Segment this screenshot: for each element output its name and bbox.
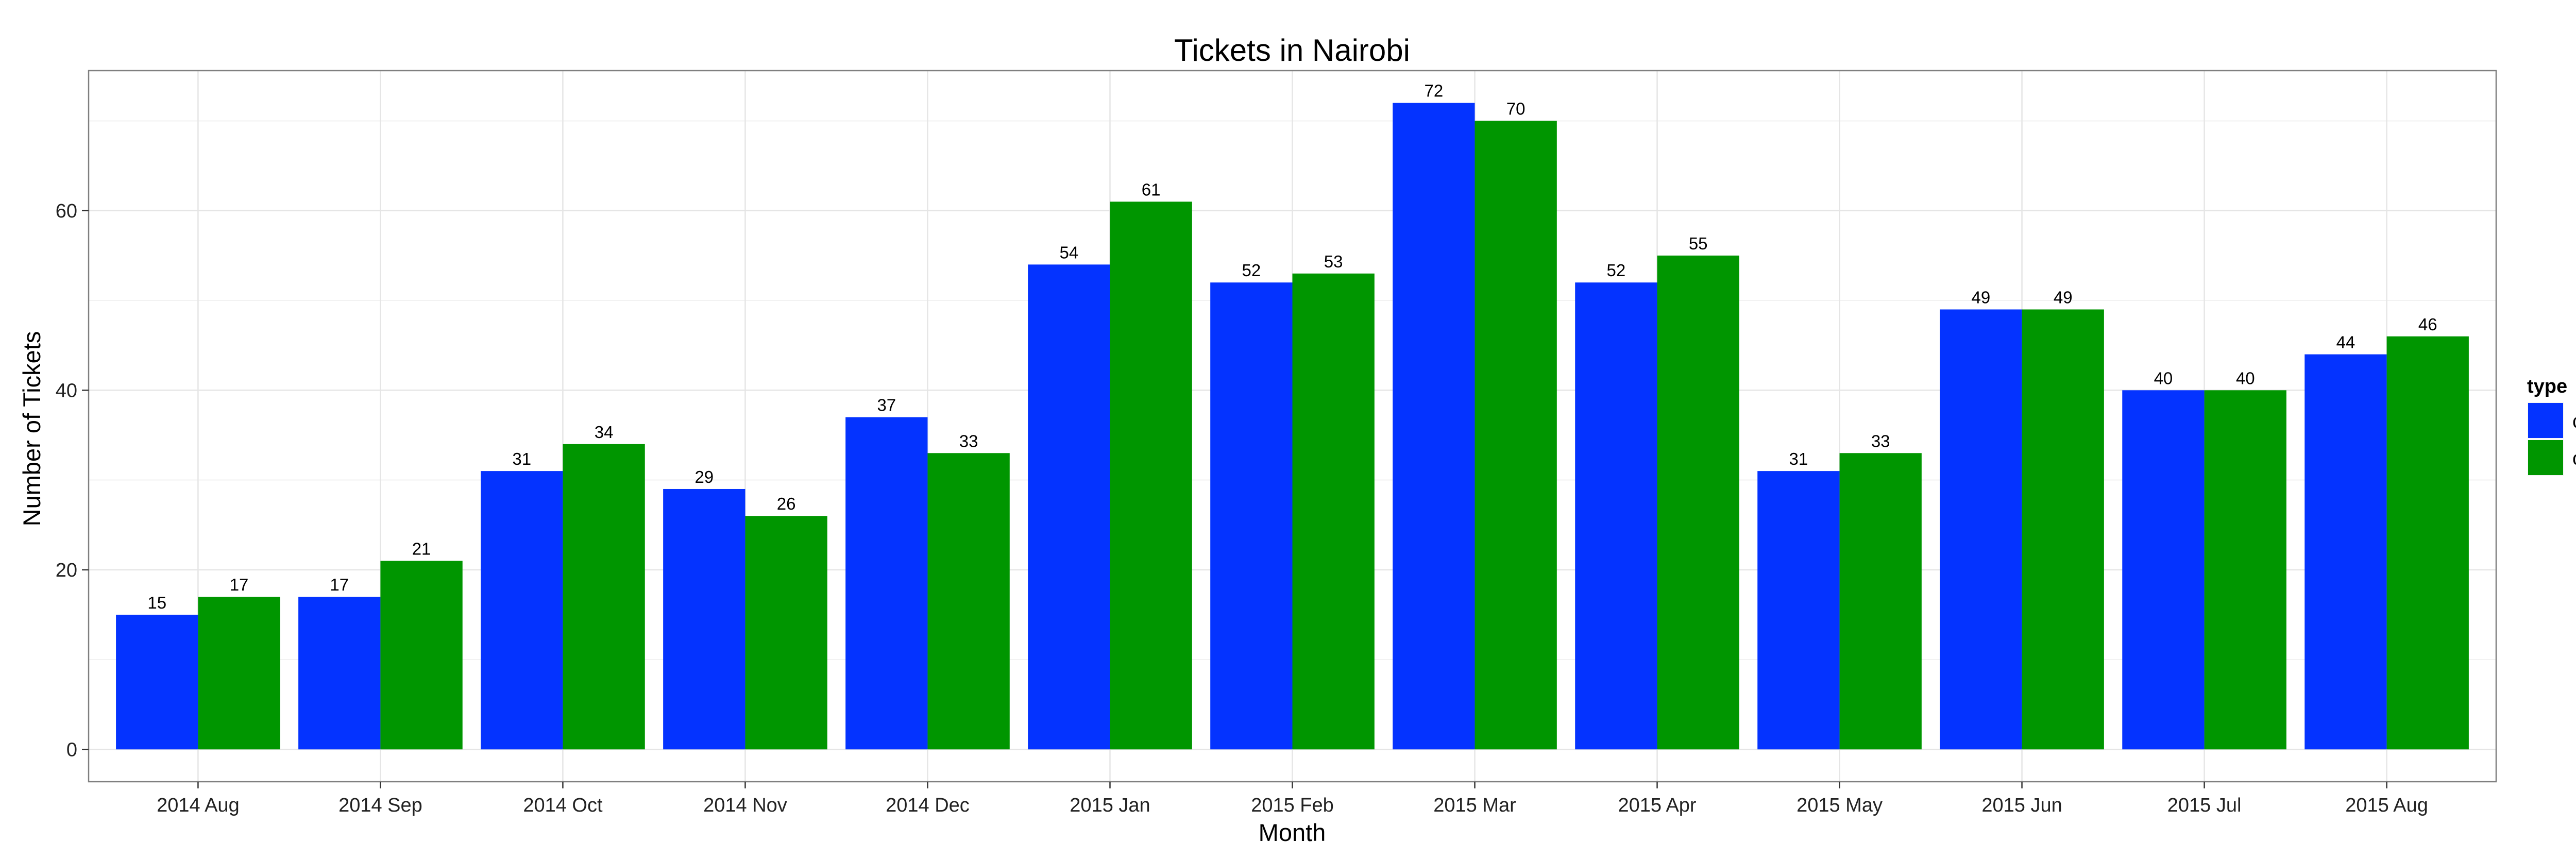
- plot-area: 15 17 31 29 37 54 52 72 52 31 49 40 44 17 21 34 26 33 61 53…: [56, 70, 2497, 816]
- bar-open: [927, 453, 1010, 750]
- data-label: 54: [1059, 243, 1078, 262]
- legend: type closed open: [2527, 376, 2576, 477]
- bar-open: [563, 444, 645, 750]
- bar-open: [1292, 273, 1375, 750]
- data-label: 70: [1506, 99, 1526, 119]
- bar-open: [1839, 453, 1922, 750]
- y-tick-label: 0: [66, 739, 77, 761]
- x-tick-label: 2015 Jul: [2167, 795, 2242, 816]
- bar-open: [745, 516, 827, 750]
- data-label: 49: [1972, 288, 1991, 307]
- bar-closed: [1210, 282, 1293, 750]
- y-tick-label: 60: [56, 200, 77, 222]
- bar-closed: [1028, 264, 1110, 750]
- bar-open: [2204, 390, 2286, 750]
- bar-open: [198, 597, 280, 750]
- bar-open: [1475, 121, 1557, 750]
- x-tick-label: 2014 Oct: [523, 795, 603, 816]
- x-tick-label: 2015 Aug: [2345, 795, 2428, 816]
- data-label: 44: [2336, 333, 2355, 352]
- data-label: 17: [330, 575, 349, 594]
- data-label: 21: [412, 539, 431, 558]
- data-label: 17: [230, 575, 249, 594]
- data-label: 34: [595, 423, 614, 442]
- data-label: 31: [1789, 449, 1808, 468]
- x-tick-label: 2014 Sep: [338, 795, 422, 816]
- data-label: 40: [2236, 368, 2255, 388]
- bar-closed: [2122, 390, 2205, 750]
- bar-open: [2386, 336, 2469, 750]
- data-label: 61: [1142, 180, 1161, 199]
- bar-closed: [298, 597, 381, 750]
- data-label: 72: [1425, 81, 1444, 100]
- data-label: 40: [2154, 368, 2173, 388]
- bar-closed: [845, 417, 928, 750]
- bar-open: [1657, 255, 1739, 750]
- x-tick-label: 2015 Apr: [1618, 795, 1696, 816]
- bar-closed: [1757, 471, 1840, 750]
- bar-open: [1110, 201, 1192, 750]
- data-label: 52: [1242, 261, 1261, 280]
- bar-closed: [1940, 309, 2022, 750]
- data-label: 55: [1689, 234, 1708, 253]
- bar-open: [2022, 309, 2104, 750]
- bar-closed: [663, 489, 745, 750]
- legend-label-closed: closed: [2572, 411, 2576, 432]
- data-label: 49: [2054, 288, 2073, 307]
- x-tick-label: 2015 Jan: [1070, 795, 1150, 816]
- x-axis-title: Month: [1259, 819, 1326, 846]
- y-axis-title: Number of Tickets: [18, 331, 45, 527]
- data-label: 53: [1324, 252, 1343, 271]
- data-label: 46: [2418, 315, 2437, 334]
- legend-label-open: open: [2572, 448, 2576, 469]
- legend-swatch-open: [2528, 440, 2563, 475]
- data-label: 37: [877, 396, 896, 415]
- data-label: 52: [1607, 261, 1626, 280]
- x-tick-label: 2015 Jun: [1981, 795, 2062, 816]
- x-tick-label: 2014 Aug: [157, 795, 240, 816]
- data-label: 26: [777, 494, 796, 513]
- x-tick-label: 2015 Mar: [1433, 795, 1516, 816]
- data-label: 31: [512, 449, 531, 468]
- y-tick-label: 20: [56, 560, 77, 581]
- data-label: 15: [147, 593, 166, 612]
- bar-open: [380, 561, 463, 750]
- bar-closed: [2304, 354, 2387, 750]
- data-label: 33: [1871, 431, 1890, 450]
- y-tick-label: 40: [56, 380, 77, 401]
- bar-closed: [1575, 282, 1657, 750]
- legend-title: type: [2527, 376, 2567, 397]
- x-tick-label: 2015 May: [1797, 795, 1883, 816]
- legend-swatch-closed: [2528, 403, 2563, 438]
- bar-closed: [116, 614, 198, 750]
- x-tick-label: 2014 Dec: [886, 795, 970, 816]
- bar-closed: [481, 471, 563, 750]
- bar-closed: [1393, 103, 1475, 750]
- data-label: 29: [694, 467, 714, 486]
- data-label: 33: [959, 431, 978, 450]
- x-tick-label: 2015 Feb: [1251, 795, 1334, 816]
- x-tick-label: 2014 Nov: [703, 795, 787, 816]
- chart-title: Tickets in Nairobi: [1174, 33, 1410, 68]
